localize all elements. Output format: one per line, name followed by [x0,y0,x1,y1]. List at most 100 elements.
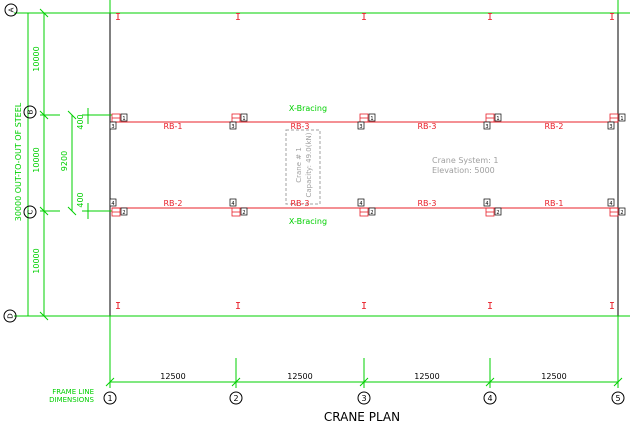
dim-top: 10000 [32,46,41,71]
svg-text:4: 4 [359,201,362,207]
dim-middle: 10000 [32,147,41,172]
node-tag-bottom-b-4: 2 [494,207,502,216]
column-marker-top-4: I [487,12,493,23]
column-marker-top-3: I [361,12,367,23]
dim-bottom: 10000 [32,248,41,273]
svg-text:1: 1 [242,116,245,122]
frame-line-label-2: DIMENSIONS [49,396,94,404]
grid-number-5: 5 [615,394,620,403]
crane-box [285,129,321,205]
svg-text:1: 1 [370,116,373,122]
node-top-1 [111,113,121,123]
node-tag-top-b-3: 1 [368,113,376,122]
bracing-label-top: X-Bracing [289,104,327,113]
node-bottom-1 [111,207,121,217]
node-top-4 [485,113,495,123]
svg-text:3: 3 [359,124,362,130]
grid-letter-b: B [27,109,35,114]
node-markers: 3 1 4 2 3 1 4 2 3 1 4 2 3 1 4 2 3 1 4 2 [109,113,626,217]
svg-text:2: 2 [122,210,125,216]
svg-text:3: 3 [111,124,114,130]
crane-capacity: Capacity: 49.0(kN) [305,132,313,197]
svg-text:1: 1 [620,116,623,122]
runway-beams [112,121,618,209]
column-marker-bottom-2: I [235,301,241,312]
rb-top-1: RB-1 [163,122,182,131]
rb-bottom-1: RB-2 [163,199,182,208]
rb-bottom-2: RB-3 [290,199,309,208]
drawing-title: CRANE PLAN [324,410,400,424]
rb-bottom-4: RB-1 [544,199,563,208]
grid-letter-a: A [8,7,16,12]
node-tag-bottom-b-5: 2 [618,207,626,216]
node-tag-bottom-b-2: 2 [240,207,248,216]
node-bottom-4 [485,207,495,217]
svg-text:4: 4 [609,201,612,207]
grid-letter-d: D [7,313,15,318]
node-tag-bottom-a-5: 4 [607,198,615,207]
grid-number-1: 1 [107,394,112,403]
svg-text:2: 2 [370,210,373,216]
node-top-5 [609,113,619,123]
node-tag-bottom-b-1: 2 [120,207,128,216]
svg-text:4: 4 [231,201,234,207]
svg-text:2: 2 [496,210,499,216]
column-marker-top-1: I [115,12,121,23]
svg-text:1: 1 [122,116,125,122]
column-marker-top-2: I [235,12,241,23]
column-marker-bottom-1: I [115,301,121,312]
node-tag-top-b-2: 1 [240,113,248,122]
rb-top-3: RB-3 [417,122,436,131]
node-bottom-2 [231,207,241,217]
svg-text:3: 3 [485,124,488,130]
column-markers: I I I I I I I I I I [115,12,615,312]
node-tag-top-a-1: 3 [109,121,117,130]
svg-text:3: 3 [609,124,612,130]
svg-text:2: 2 [242,210,245,216]
rb-bottom-3: RB-3 [417,199,436,208]
dim-inner: 9200 [60,151,69,171]
grid-bubbles-letters [3,3,37,323]
node-tag-bottom-a-3: 4 [357,198,365,207]
svg-text:4: 4 [111,201,114,207]
bracing-label-bottom: X-Bracing [289,217,327,226]
overall-dimension: 30000 OUT-TO-OUT OF STEEL [14,102,23,221]
svg-text:3: 3 [231,124,234,130]
node-tag-top-a-4: 3 [483,121,491,130]
crane-label: Crane # 1 [295,147,303,183]
node-tag-top-a-5: 3 [607,121,615,130]
node-tag-top-b-5: 1 [618,113,626,122]
column-marker-top-5: I [609,12,615,23]
node-bottom-5 [609,207,619,217]
rb-top-2: RB-3 [290,122,309,131]
grid-number-4: 4 [487,394,492,403]
node-bottom-3 [359,207,369,217]
crane-elevation: Elevation: 5000 [432,166,495,175]
grid-letter-c: C [27,209,35,214]
svg-text:1: 1 [496,116,499,122]
node-tag-bottom-a-2: 4 [229,198,237,207]
grid-number-3: 3 [361,394,366,403]
node-tag-top-a-3: 3 [357,121,365,130]
hdim-2: 12500 [287,372,312,381]
hdim-4: 12500 [541,372,566,381]
svg-text:4: 4 [485,201,488,207]
dimension-ticks [39,8,623,387]
grid-number-2: 2 [233,394,238,403]
dim-offset-top: 400 [76,114,85,129]
node-tag-bottom-a-4: 4 [483,198,491,207]
grid-lines [14,0,630,388]
node-tag-top-b-4: 1 [494,113,502,122]
hdim-1: 12500 [160,372,185,381]
column-marker-bottom-3: I [361,301,367,312]
node-top-2 [231,113,241,123]
grid-bubbles-numbers [103,391,625,405]
hdim-3: 12500 [414,372,439,381]
rb-top-4: RB-2 [544,122,563,131]
node-tag-top-b-1: 1 [120,113,128,122]
svg-text:2: 2 [620,210,623,216]
column-marker-bottom-5: I [609,301,615,312]
dim-offset-bottom: 400 [76,192,85,207]
node-tag-top-a-2: 3 [229,121,237,130]
